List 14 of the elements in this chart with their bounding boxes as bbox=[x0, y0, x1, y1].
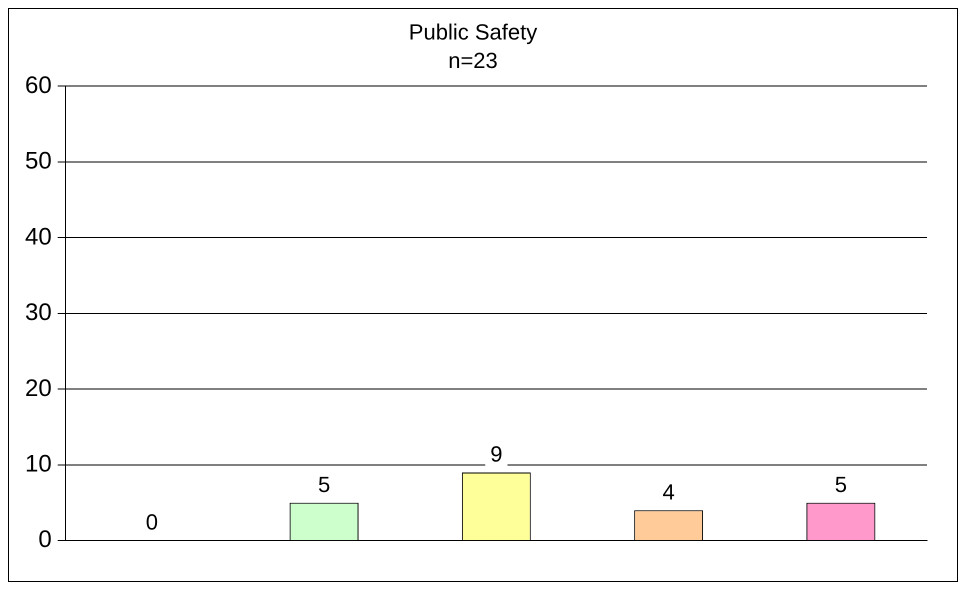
data-label: 5 bbox=[834, 472, 847, 497]
data-label: 9 bbox=[490, 442, 502, 467]
y-tick-label: 60 bbox=[24, 72, 52, 99]
y-tick-label: 0 bbox=[38, 526, 52, 554]
data-label: 5 bbox=[318, 472, 330, 497]
data-label: 4 bbox=[662, 479, 675, 504]
chart-subtitle: n=23 bbox=[448, 48, 498, 73]
y-tick-label: 10 bbox=[24, 450, 52, 478]
y-tick-label: 40 bbox=[24, 223, 52, 250]
data-label: 0 bbox=[146, 510, 158, 535]
y-tick-label: 50 bbox=[24, 148, 52, 175]
y-tick-label: 20 bbox=[24, 374, 52, 402]
y-tick-label: 30 bbox=[24, 299, 52, 326]
chart-title: Public Safety bbox=[408, 19, 538, 44]
